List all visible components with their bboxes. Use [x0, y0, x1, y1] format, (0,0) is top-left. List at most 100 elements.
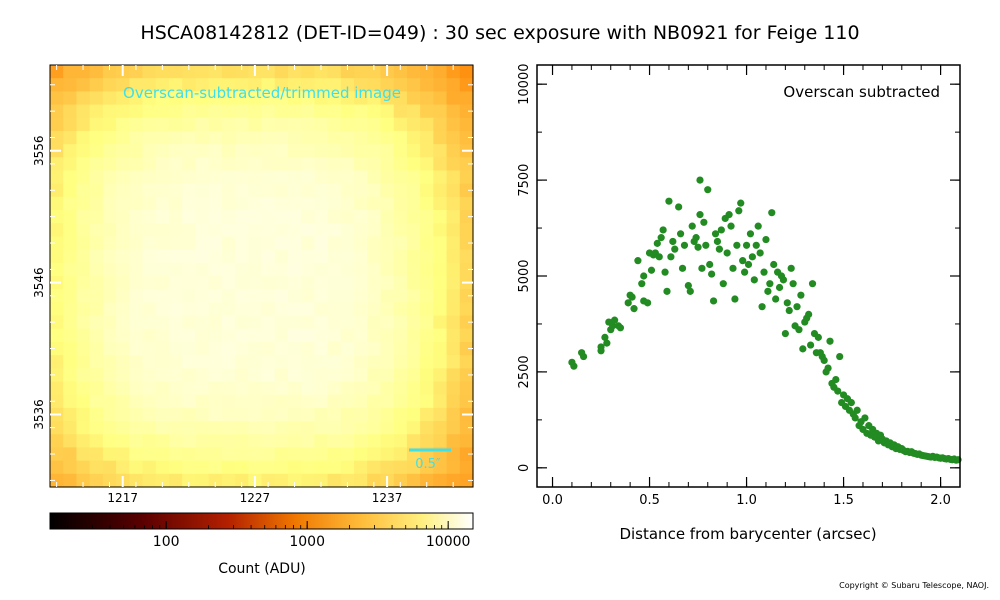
heatmap-cell [248, 236, 263, 251]
heatmap-cell [116, 183, 130, 198]
data-point [680, 241, 689, 249]
heatmap-cell [420, 249, 434, 264]
heatmap-cell [221, 117, 236, 132]
heatmap-cell [168, 78, 183, 92]
heatmap-cell [235, 394, 249, 409]
heatmap-cell [89, 170, 104, 185]
heatmap-cell [459, 91, 474, 106]
heatmap-cell [63, 421, 78, 435]
heatmap-cell [168, 473, 183, 488]
data-point [808, 280, 817, 288]
heatmap-cell [248, 157, 263, 172]
heatmap-cell [287, 447, 302, 462]
heatmap-cell [420, 394, 434, 409]
heatmap-cell [221, 341, 236, 356]
heatmap-cell [50, 328, 64, 343]
heatmap-cell [340, 183, 355, 198]
heatmap-cell [195, 210, 210, 224]
heatmap-cell [354, 210, 368, 224]
data-point [713, 237, 722, 246]
image-panel: Overscan-subtracted/trimmed image 0.5″ 1… [32, 64, 474, 505]
heatmap-cell [116, 460, 130, 475]
heatmap-cell [116, 210, 130, 224]
heatmap-cell [76, 144, 91, 158]
heatmap-cell [142, 249, 157, 264]
data-point [706, 260, 714, 269]
heatmap-cell [340, 381, 355, 396]
heatmap-cell [221, 157, 236, 172]
heatmap-cell [367, 473, 382, 488]
heatmap-cell [433, 104, 448, 119]
heatmap-cell [195, 262, 210, 277]
scale-bar-label: 0.5″ [415, 457, 441, 472]
heatmap-cell [354, 249, 368, 264]
heatmap-cell [274, 434, 289, 449]
heatmap-cell [102, 210, 117, 224]
heatmap-cell [287, 473, 302, 488]
heatmap-cell [354, 157, 368, 172]
data-point [832, 375, 840, 384]
heatmap-cell [116, 170, 130, 185]
heatmap-cell [89, 157, 104, 172]
heatmap-cell [182, 289, 197, 303]
heatmap-cell [221, 460, 236, 475]
heatmap-cell [420, 460, 434, 475]
heatmap-cell [50, 130, 64, 145]
heatmap-cell [102, 394, 117, 409]
data-point [847, 399, 855, 407]
heatmap-cell [287, 117, 302, 132]
x-tick-label: 2.0 [930, 493, 951, 508]
heatmap-cell [446, 196, 461, 211]
heatmap-cell [208, 315, 223, 330]
heatmap-cell [380, 249, 395, 264]
heatmap-cell [274, 473, 289, 488]
heatmap-cell [89, 236, 104, 251]
heatmap-cell [142, 447, 157, 462]
heatmap-cell [63, 328, 78, 343]
heatmap-cell [433, 210, 448, 224]
heatmap-cell [168, 289, 183, 303]
heatmap-cell [354, 236, 368, 251]
scatter-frame [536, 64, 961, 488]
heatmap-cell [76, 394, 91, 409]
scatter-x-tick-labels: 0.0 0.5 1.0 1.5 2.0 [542, 493, 951, 508]
heatmap-cell [195, 91, 210, 106]
heatmap-cell [314, 196, 329, 211]
heatmap-cell [182, 65, 197, 79]
data-point [735, 207, 743, 215]
heatmap-cell [314, 65, 329, 79]
colorbar-tick-label: 1000 [289, 534, 325, 550]
heatmap-cell [168, 434, 183, 449]
heatmap-cell [142, 65, 157, 79]
heatmap-cell [142, 328, 157, 343]
heatmap-cell [195, 236, 210, 251]
heatmap-cell [261, 183, 276, 198]
heatmap-cell [89, 473, 104, 488]
heatmap-cell [116, 447, 130, 462]
data-point [579, 352, 588, 361]
heatmap-cell [155, 196, 170, 211]
heatmap-cell [235, 328, 249, 343]
heatmap-cell [459, 289, 474, 303]
heatmap-cell [208, 394, 223, 409]
heatmap-cell [459, 117, 474, 132]
heatmap-cell [129, 65, 144, 79]
heatmap-cell [155, 104, 170, 119]
heatmap-cell [393, 381, 408, 396]
heatmap-cell [102, 223, 117, 238]
heatmap-cell [287, 381, 302, 396]
heatmap-cell [380, 460, 395, 475]
heatmap-cell [406, 407, 421, 422]
heatmap-cell [142, 289, 157, 303]
heatmap-cell [102, 355, 117, 369]
heatmap-cell [301, 236, 315, 251]
heatmap-cell [168, 394, 183, 409]
heatmap-cell [142, 104, 157, 119]
heatmap-cell [433, 223, 448, 238]
heatmap-cell [420, 65, 434, 79]
heatmap-cell [420, 196, 434, 211]
heatmap-cell [446, 421, 461, 435]
heatmap-cell [248, 223, 263, 238]
heatmap-cell [168, 328, 183, 343]
heatmap-cell [301, 65, 315, 79]
